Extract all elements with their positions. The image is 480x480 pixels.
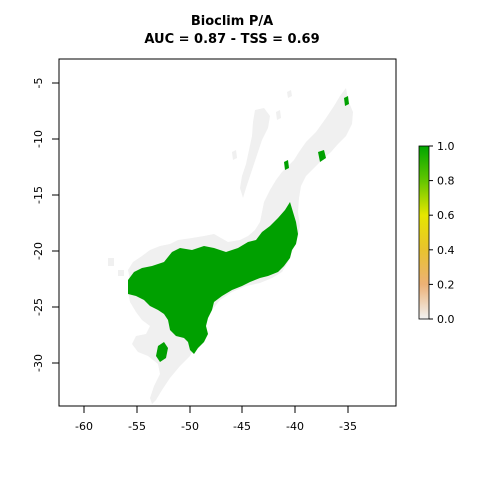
presence-area	[128, 96, 349, 362]
x-tick-label: -55	[128, 420, 146, 433]
x-tick-label: -40	[286, 420, 304, 433]
y-axis	[52, 82, 60, 364]
legend-label: 0.2	[437, 278, 455, 291]
presence-main	[128, 202, 298, 354]
y-tick-labels: -5 -10 -15 -20 -25 -30	[32, 78, 45, 372]
x-tick-label: -35	[339, 420, 357, 433]
y-tick-label: -5	[32, 78, 45, 89]
x-tick-labels: -60 -55 -50 -45 -40 -35	[75, 420, 357, 433]
y-tick-label: -10	[32, 130, 45, 148]
legend-label: 1.0	[437, 140, 455, 153]
x-tick-label: -60	[75, 420, 93, 433]
x-tick-label: -45	[233, 420, 251, 433]
legend-labels: 1.0 0.8 0.6 0.4 0.2 0.0	[437, 140, 455, 326]
legend-label: 0.8	[437, 175, 455, 188]
legend-colorbar	[418, 145, 430, 320]
x-axis	[83, 405, 349, 413]
y-tick-label: -30	[32, 354, 45, 372]
map-subtitle: AUC = 0.87 - TSS = 0.69	[144, 32, 319, 47]
presence-island	[156, 342, 168, 362]
y-tick-label: -25	[32, 298, 45, 316]
legend-label: 0.6	[437, 209, 455, 222]
y-tick-label: -20	[32, 242, 45, 260]
color-legend: 1.0 0.8 0.6 0.4 0.2 0.0	[418, 140, 455, 326]
y-tick-label: -15	[32, 186, 45, 204]
region-mask-west	[240, 108, 270, 198]
map-title: Bioclim P/A	[191, 14, 273, 29]
legend-ticks	[429, 145, 433, 320]
map-panel	[58, 58, 397, 407]
legend-label: 0.0	[437, 313, 455, 326]
legend-label: 0.4	[437, 244, 455, 257]
x-tick-label: -50	[181, 420, 199, 433]
